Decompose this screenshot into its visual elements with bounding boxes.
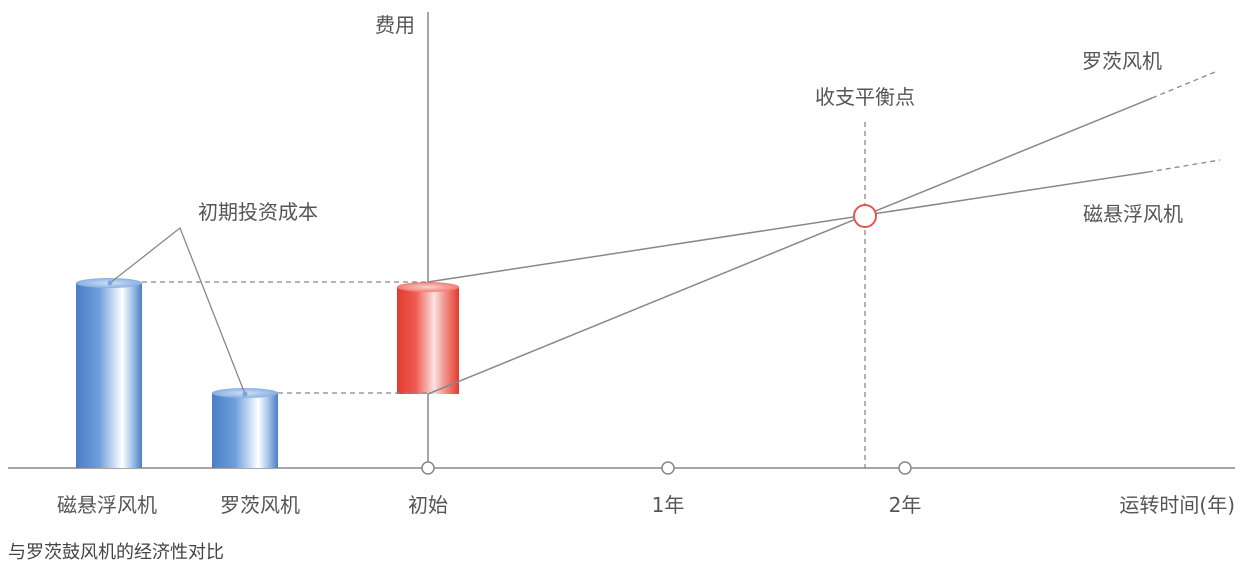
tick-label-initial: 初始	[408, 493, 448, 517]
break-even-marker	[853, 204, 877, 228]
pointer-dot-maglev	[107, 280, 113, 286]
x-axis-label: 运转时间(年)	[1119, 493, 1235, 517]
initial-cost-pointer	[109, 226, 246, 395]
tick-marker-2year	[898, 461, 912, 475]
roots-cost-line	[427, 97, 1153, 395]
line-label-maglev: 磁悬浮风机	[1083, 202, 1183, 226]
initial-cost-label: 初期投资成本	[198, 200, 318, 224]
tick-marker-1year	[661, 461, 675, 475]
diagram-caption: 与罗茨鼓风机的经济性对比	[8, 542, 224, 563]
bar-label-roots: 罗茨风机	[220, 493, 300, 517]
roots-cost-line-ext	[1151, 71, 1216, 99]
tick-label-2year: 2年	[889, 493, 922, 517]
line-label-roots: 罗茨风机	[1082, 49, 1162, 73]
tick-marker-initial	[421, 461, 435, 475]
maglev-bar	[76, 278, 142, 468]
y-axis-label: 费用	[375, 13, 415, 37]
maglev-cost-line	[427, 171, 1149, 283]
roots-bar	[212, 388, 278, 468]
maglev-cost-line-ext	[1147, 159, 1221, 173]
cost-difference-bar	[397, 282, 459, 394]
pointer-dot-roots	[242, 391, 248, 397]
break-even-label: 收支平衡点	[815, 85, 915, 109]
tick-label-1year: 1年	[652, 493, 685, 517]
bar-label-maglev: 磁悬浮风机	[57, 493, 157, 517]
